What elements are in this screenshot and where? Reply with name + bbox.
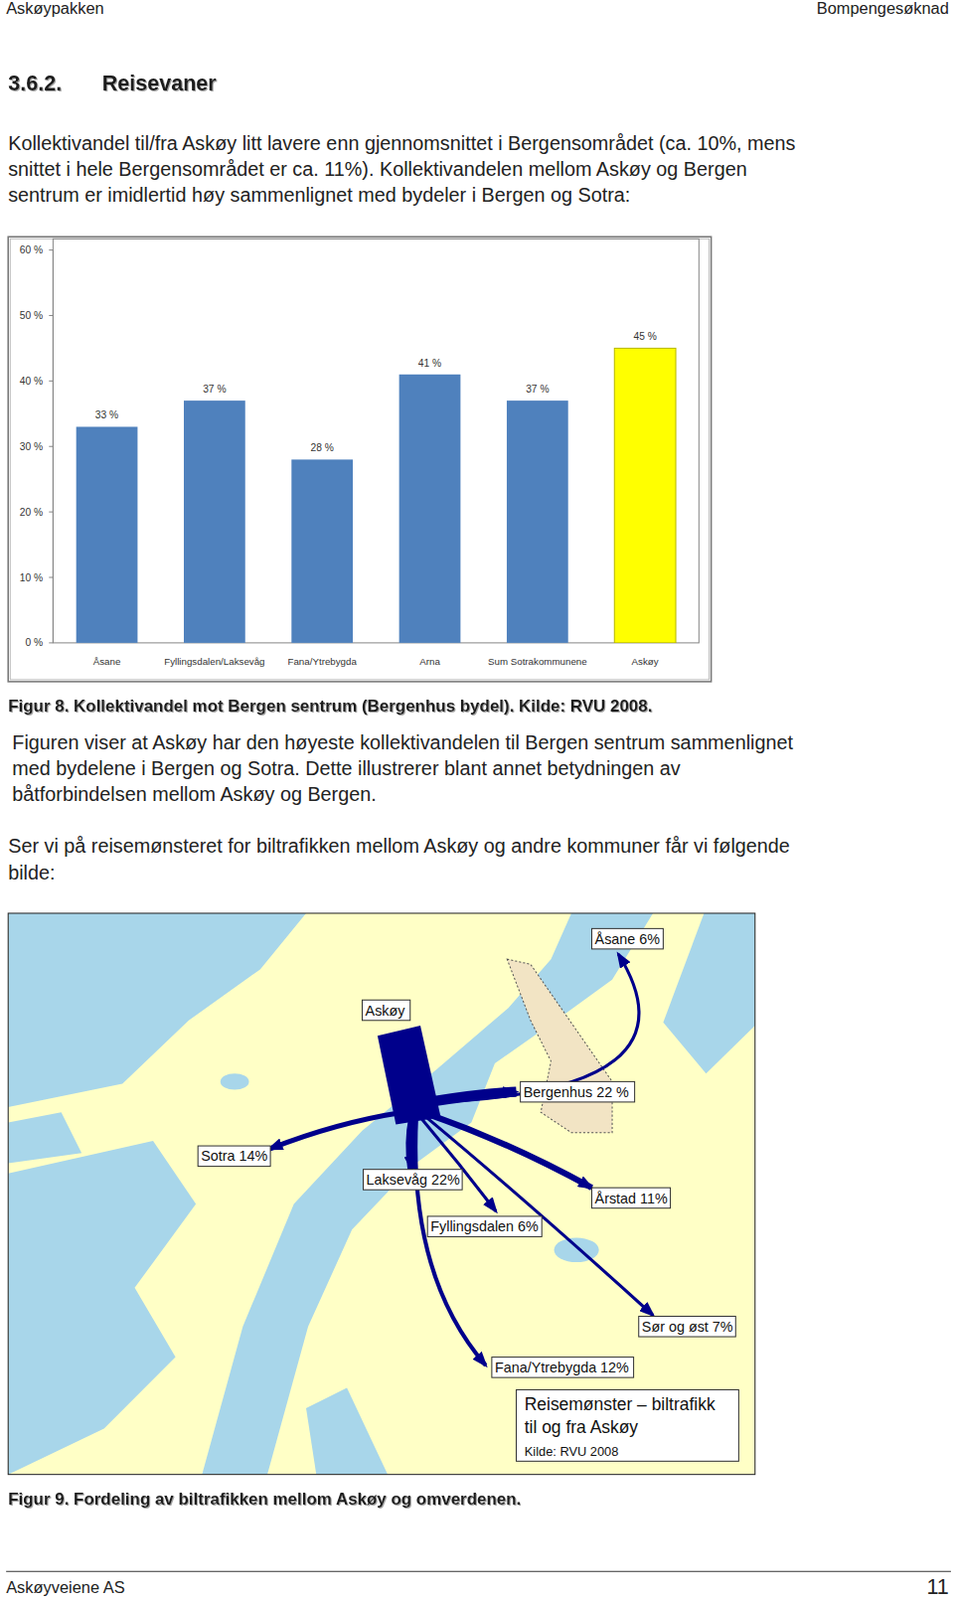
- map: [7, 913, 756, 1475]
- data-label: 33 %: [95, 409, 119, 421]
- page: Askøypakken Bompengesøknad 3.6.2. Reisevane…: [0, 0, 954, 1600]
- destination-label: Årstad 11%: [595, 1190, 668, 1207]
- paragraph-line: Kollektivandel til/fra Askøy litt lavere…: [7, 132, 795, 155]
- flow-arrow: [428, 1092, 516, 1103]
- paragraph-line: bilde:: [7, 861, 55, 884]
- y-tick: [48, 249, 53, 251]
- bar: [76, 426, 139, 642]
- footer-left: Askøyveiene AS: [5, 1578, 126, 1596]
- plot-frame: [52, 238, 699, 643]
- paragraph-line: snittet i hele Bergensområdet er ca. 11%…: [7, 158, 748, 180]
- destination-label-box: [592, 928, 664, 950]
- bars: [76, 347, 676, 642]
- chart-frame: [7, 236, 711, 682]
- data-label: 37 %: [525, 383, 549, 395]
- y-tick-label: 0 %: [24, 636, 43, 648]
- legend-source: Kilde: RVU 2008: [524, 1443, 620, 1459]
- bar: [183, 400, 246, 643]
- destination-label: Fana/Ytrebygda 12%: [494, 1359, 630, 1376]
- data-label: 37 %: [202, 383, 226, 395]
- page-number: 11: [926, 1574, 949, 1599]
- y-tick: [48, 576, 53, 578]
- map-water: [662, 913, 755, 1074]
- figure-caption: Figur 9. Fordeling av biltrafikken mello…: [7, 1489, 521, 1509]
- destination-label-box: [363, 1169, 464, 1191]
- legend-title: Reisemønster – biltrafikk: [524, 1394, 716, 1415]
- destination-label-box: [592, 1187, 671, 1209]
- origin-label: Askøy: [365, 1002, 407, 1019]
- y-tick: [48, 380, 53, 382]
- data-label: 28 %: [311, 442, 334, 454]
- section-number: 3.6.2.: [7, 70, 62, 96]
- map-lake: [220, 1073, 250, 1090]
- flow-arrow: [410, 1116, 414, 1169]
- destination-label-box: [491, 1357, 635, 1379]
- map-frame: [7, 913, 756, 1475]
- y-tick: [48, 641, 53, 643]
- bar: [614, 347, 676, 642]
- bar: [506, 400, 569, 643]
- x-tick-label: Fyllingsdalen/Laksevåg: [163, 655, 265, 667]
- x-tick-label: Sum Sotrakommunene: [487, 655, 588, 667]
- x-tick-label: Askøy: [632, 655, 659, 667]
- flow-arrow: [433, 954, 639, 1103]
- y-tick-label: 50 %: [19, 310, 43, 321]
- destination-label: Fyllingsdalen 6%: [430, 1218, 539, 1235]
- destination-label-box: [197, 1145, 271, 1167]
- map-water: [7, 1140, 196, 1475]
- header-left: Askøypakken: [5, 0, 104, 17]
- bar: [291, 459, 353, 642]
- y-tick-label: 20 %: [19, 506, 43, 518]
- figure-caption: Figur 8. Kollektivandel mot Bergen sentr…: [7, 696, 652, 716]
- origin-label-box: [361, 999, 410, 1021]
- bar: [399, 374, 462, 643]
- y-tick: [48, 511, 53, 513]
- destination-label-box: [427, 1216, 542, 1238]
- destination-label-box: [520, 1081, 636, 1103]
- askoy-bundle: [377, 1025, 442, 1125]
- data-label: 41 %: [418, 357, 442, 369]
- flow-arrow: [420, 1116, 496, 1211]
- section-title: Reisevaner: [102, 70, 218, 96]
- map-water: [306, 1387, 388, 1474]
- map-land: [7, 913, 756, 1475]
- map-water: [7, 1112, 82, 1163]
- destination-label-box: [638, 1316, 737, 1338]
- footer-rule: [5, 1571, 952, 1573]
- flow-arrow: [415, 1116, 486, 1365]
- paragraph-line: Ser vi på reisemønsteret for biltrafikke…: [7, 834, 791, 857]
- x-tick-label: Åsane: [93, 655, 122, 667]
- y-tick-label: 10 %: [19, 572, 43, 584]
- destination-label: Bergenhus 22 %: [523, 1084, 630, 1101]
- destination-label: Sotra 14%: [200, 1147, 268, 1164]
- destination-label: Sør og øst 7%: [641, 1318, 734, 1335]
- chart-frame-inner: [9, 238, 709, 680]
- map-water: [7, 913, 307, 1108]
- paragraph-line: Figuren viser at Askøy har den høyeste k…: [11, 731, 794, 754]
- x-tick-label: Arna: [419, 655, 441, 667]
- header-right: Bompengesøknad: [816, 0, 950, 17]
- y-tick-label: 60 %: [19, 244, 43, 256]
- destination-label: Laksevåg 22%: [366, 1171, 461, 1188]
- x-tick-label: Fana/Ytrebygda: [287, 655, 357, 667]
- flow-arrow: [426, 1116, 653, 1315]
- destination-label: Åsane 6%: [595, 931, 661, 948]
- legend-title: til og fra Askøy: [524, 1417, 639, 1437]
- data-label: 45 %: [633, 330, 656, 342]
- paragraph-line: sentrum er imidlertid høy sammenlignet m…: [7, 183, 631, 206]
- bergenhus-area: [506, 958, 613, 1133]
- paragraph-line: med bydelene i Bergen og Sotra. Dette il…: [11, 757, 681, 780]
- flow-arrow: [269, 1112, 404, 1149]
- y-tick-label: 30 %: [19, 441, 43, 453]
- y-tick: [48, 315, 53, 317]
- legend-box: [516, 1389, 740, 1461]
- y-tick-label: 40 %: [19, 375, 43, 387]
- paragraph-line: båtforbindelsen mellom Askøy og Bergen.: [11, 783, 376, 805]
- y-tick: [48, 446, 53, 448]
